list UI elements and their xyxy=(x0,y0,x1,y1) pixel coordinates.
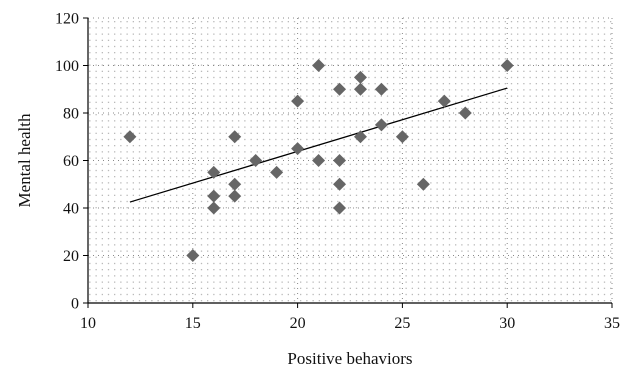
data-point xyxy=(458,106,472,120)
data-point xyxy=(353,70,367,84)
y-axis-ticks: 0 20 40 60 80 100 120 xyxy=(55,11,88,313)
data-point xyxy=(333,201,347,215)
data-point xyxy=(353,130,367,144)
data-point xyxy=(374,118,388,132)
data-point xyxy=(228,130,242,144)
x-tick-label: 20 xyxy=(290,315,306,332)
data-point xyxy=(312,154,326,167)
data-point xyxy=(207,165,221,179)
data-point xyxy=(249,154,263,167)
data-point xyxy=(291,142,305,156)
y-tick-label: 100 xyxy=(55,58,79,75)
data-point xyxy=(333,177,347,191)
data-point xyxy=(333,82,347,96)
y-tick-label: 40 xyxy=(63,201,79,218)
y-tick-label: 60 xyxy=(63,153,79,170)
plot-area xyxy=(88,18,612,303)
data-point xyxy=(353,82,367,96)
data-point xyxy=(395,130,409,144)
x-axis-title: Positive behaviors xyxy=(287,349,412,368)
y-tick-label: 120 xyxy=(55,11,79,28)
y-axis-title: Mental health xyxy=(15,113,34,207)
data-point xyxy=(500,59,514,72)
x-tick-label: 15 xyxy=(185,315,201,332)
data-point xyxy=(207,201,221,215)
data-point xyxy=(333,154,347,167)
y-tick-label: 0 xyxy=(71,296,79,313)
data-point xyxy=(228,177,242,191)
x-axis-ticks: 10 15 20 25 30 35 xyxy=(80,303,620,332)
data-point xyxy=(123,130,137,144)
data-points xyxy=(123,59,514,262)
y-tick-label: 80 xyxy=(63,106,79,123)
data-point xyxy=(270,165,284,179)
data-point xyxy=(312,59,326,72)
data-point xyxy=(374,82,388,96)
data-point xyxy=(228,189,242,203)
y-tick-label: 20 xyxy=(63,248,79,265)
data-point xyxy=(416,177,430,191)
x-tick-label: 30 xyxy=(499,315,515,332)
data-point xyxy=(291,94,305,108)
x-tick-label: 25 xyxy=(394,315,410,332)
data-point xyxy=(186,249,200,262)
data-point xyxy=(437,94,451,108)
x-tick-label: 35 xyxy=(604,315,620,332)
x-tick-label: 10 xyxy=(80,315,96,332)
data-point xyxy=(207,189,221,203)
